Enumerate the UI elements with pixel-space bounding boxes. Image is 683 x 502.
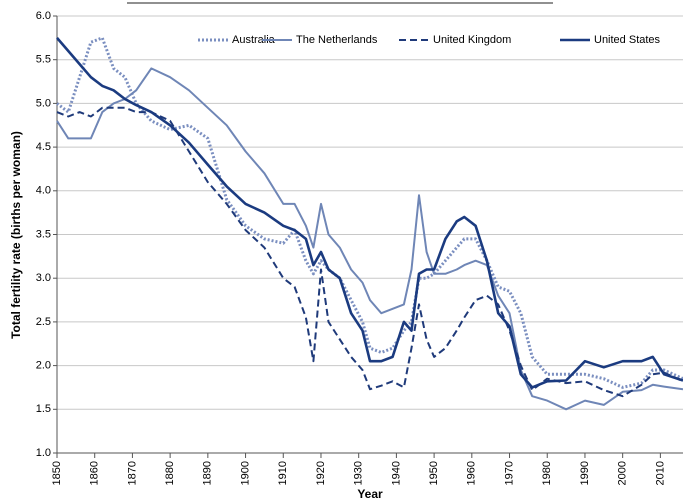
legend-label: United Kingdom: [433, 34, 511, 46]
x-tick-label: 1930: [353, 461, 365, 485]
x-tick-label: 1910: [277, 461, 289, 485]
series-line: [56, 36, 683, 389]
legend-label: Australia: [232, 34, 276, 46]
x-tick-label: 1960: [466, 461, 478, 485]
y-tick-label: 3.0: [36, 272, 51, 284]
x-tick-label: 1870: [126, 461, 138, 485]
y-tick-label: 2.0: [36, 360, 51, 372]
x-tick-label: 2000: [617, 461, 629, 485]
x-tick-label: 1970: [503, 461, 515, 485]
legend-label: The Netherlands: [296, 34, 378, 46]
y-tick-label: 6.0: [36, 10, 51, 22]
series-line: [56, 67, 683, 411]
x-tick-label: 1860: [89, 461, 101, 485]
y-tick-label: 1.0: [36, 447, 51, 459]
x-tick-label: 1900: [239, 461, 251, 485]
y-tick-label: 2.5: [36, 316, 51, 328]
x-tick-label: 1920: [315, 461, 327, 485]
y-tick-label: 1.5: [36, 403, 51, 415]
y-tick-label: 5.5: [36, 54, 51, 66]
x-tick-label: 1890: [202, 461, 214, 485]
y-tick-label: 4.0: [36, 185, 51, 197]
legend-label: United States: [594, 34, 661, 46]
y-tick-label: 4.5: [36, 141, 51, 153]
y-axis-title: Total fertility rate (births per woman): [9, 131, 23, 339]
x-tick-label: 1850: [51, 461, 63, 485]
x-tick-label: 1980: [541, 461, 553, 485]
y-tick-label: 3.5: [36, 228, 51, 240]
series-line: [56, 37, 683, 389]
x-tick-label: 1880: [164, 461, 176, 485]
y-tick-label: 5.0: [36, 97, 51, 109]
x-tick-label: 1940: [390, 461, 402, 485]
series-line: [56, 106, 683, 398]
x-tick-label: 2010: [654, 461, 666, 485]
x-tick-label: 1990: [579, 461, 591, 485]
x-tick-label: 1950: [428, 461, 440, 485]
x-axis-title: Year: [357, 487, 383, 501]
